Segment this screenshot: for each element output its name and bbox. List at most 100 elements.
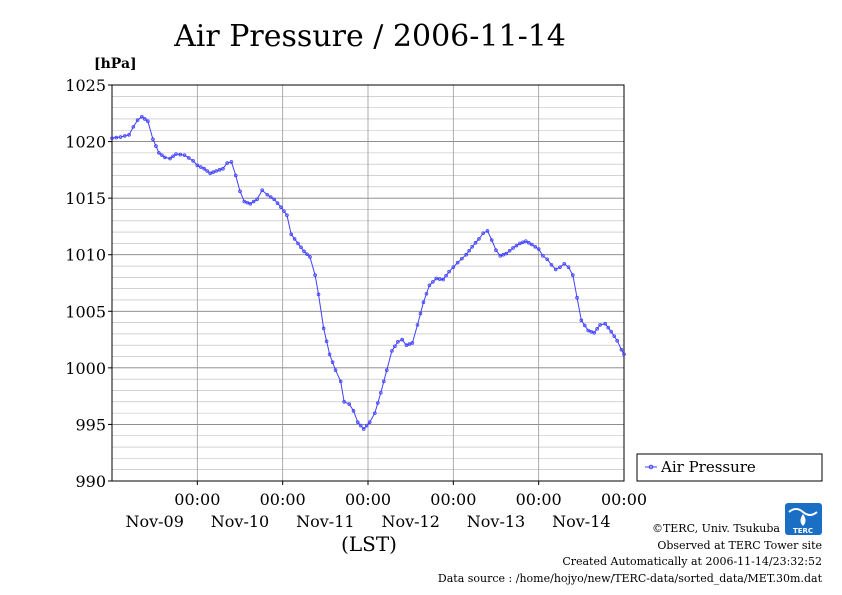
data-point — [205, 169, 209, 173]
data-point — [313, 273, 317, 277]
data-point — [195, 163, 200, 168]
data-point — [191, 159, 195, 163]
data-point — [536, 247, 541, 251]
data-point — [160, 153, 164, 157]
x-tick-time-label: 00:00 — [260, 490, 306, 509]
y-tick-label: 995 — [75, 415, 106, 434]
data-point — [143, 117, 147, 121]
data-point — [470, 244, 474, 249]
data-point — [110, 136, 114, 140]
x-tick-time-label: 00:00 — [430, 490, 476, 509]
data-point — [384, 368, 389, 372]
data-point — [473, 241, 478, 245]
data-point — [131, 125, 136, 129]
chart-title: Air Pressure / 2006-11-14 — [173, 19, 566, 54]
data-point — [373, 411, 377, 415]
data-point — [579, 318, 584, 323]
legend: Air Pressure — [636, 453, 823, 482]
data-point — [289, 232, 294, 237]
data-point — [455, 260, 460, 265]
y-tick-label: 1025 — [65, 76, 106, 95]
data-point — [342, 399, 346, 404]
data-point — [154, 144, 158, 148]
y-tick-label: 1020 — [65, 133, 106, 152]
data-point — [378, 390, 383, 395]
data-point — [612, 334, 616, 338]
data-point — [424, 291, 429, 296]
data-point — [198, 165, 203, 169]
y-tick-label: 1005 — [65, 302, 106, 321]
data-point — [521, 240, 525, 245]
data-point — [553, 267, 558, 272]
data-point — [410, 341, 415, 345]
data-point — [308, 255, 312, 259]
data-point — [292, 237, 297, 241]
data-point — [211, 170, 215, 174]
data-point — [451, 265, 456, 269]
data-point — [606, 325, 611, 330]
x-tick-time-label: 00:00 — [345, 490, 391, 509]
x-tick-date-label: Nov-13 — [467, 512, 525, 531]
data-point — [358, 423, 363, 428]
series-line — [111, 116, 625, 430]
data-point — [367, 420, 372, 424]
data-point — [135, 118, 140, 122]
data-point — [460, 256, 464, 261]
y-tick-label: 1010 — [65, 246, 106, 265]
x-tick-time-label: 00:00 — [174, 490, 220, 509]
data-point — [157, 151, 161, 155]
data-point — [282, 209, 286, 213]
data-point — [272, 197, 276, 202]
data-point — [355, 420, 360, 424]
data-point — [507, 248, 512, 253]
footer-created: Created Automatically at 2006-11-14/23:3… — [562, 555, 822, 568]
data-point — [415, 323, 420, 327]
data-point — [498, 254, 503, 258]
data-point — [592, 330, 596, 335]
data-point — [393, 344, 397, 349]
data-point — [296, 241, 300, 246]
data-point — [444, 273, 448, 278]
x-tick-date-label: Nov-14 — [552, 512, 610, 531]
data-point — [511, 246, 515, 250]
x-tick-date-label: Nov-10 — [211, 512, 269, 531]
data-point — [327, 352, 332, 357]
data-point — [178, 152, 183, 157]
logo-wave-icon — [788, 508, 818, 516]
data-point — [558, 265, 562, 269]
x-tick-date-label: Nov-09 — [125, 512, 183, 531]
data-point — [182, 153, 187, 157]
data-point — [575, 295, 579, 300]
data-point — [321, 326, 326, 331]
data-point — [265, 192, 270, 197]
data-point — [229, 160, 234, 164]
y-tick-label: 1015 — [65, 189, 106, 208]
y-tick-label: 990 — [75, 472, 106, 491]
data-point — [407, 342, 412, 346]
data-point — [338, 379, 343, 384]
data-point — [225, 161, 230, 165]
data-point — [533, 244, 538, 249]
data-point — [527, 241, 531, 245]
data-point — [404, 343, 409, 348]
data-point — [208, 171, 212, 176]
data-point — [140, 114, 144, 119]
data-point — [615, 338, 619, 343]
data-point — [427, 283, 432, 288]
legend-marker-swatch — [648, 464, 654, 470]
data-point — [434, 276, 439, 281]
data-point — [467, 248, 471, 253]
data-point — [514, 243, 519, 248]
data-point — [381, 379, 386, 384]
data-point — [364, 423, 369, 428]
data-point — [233, 173, 238, 178]
data-point — [598, 323, 602, 327]
legend-label-air-pressure: Air Pressure — [660, 458, 756, 476]
y-axis-unit-label: [hPa] — [94, 56, 137, 72]
data-point — [118, 135, 123, 139]
x-tick-time-label: 00:00 — [516, 490, 562, 509]
data-point — [268, 195, 273, 199]
data-point — [305, 252, 309, 256]
data-point — [390, 349, 394, 353]
data-point — [562, 261, 567, 266]
